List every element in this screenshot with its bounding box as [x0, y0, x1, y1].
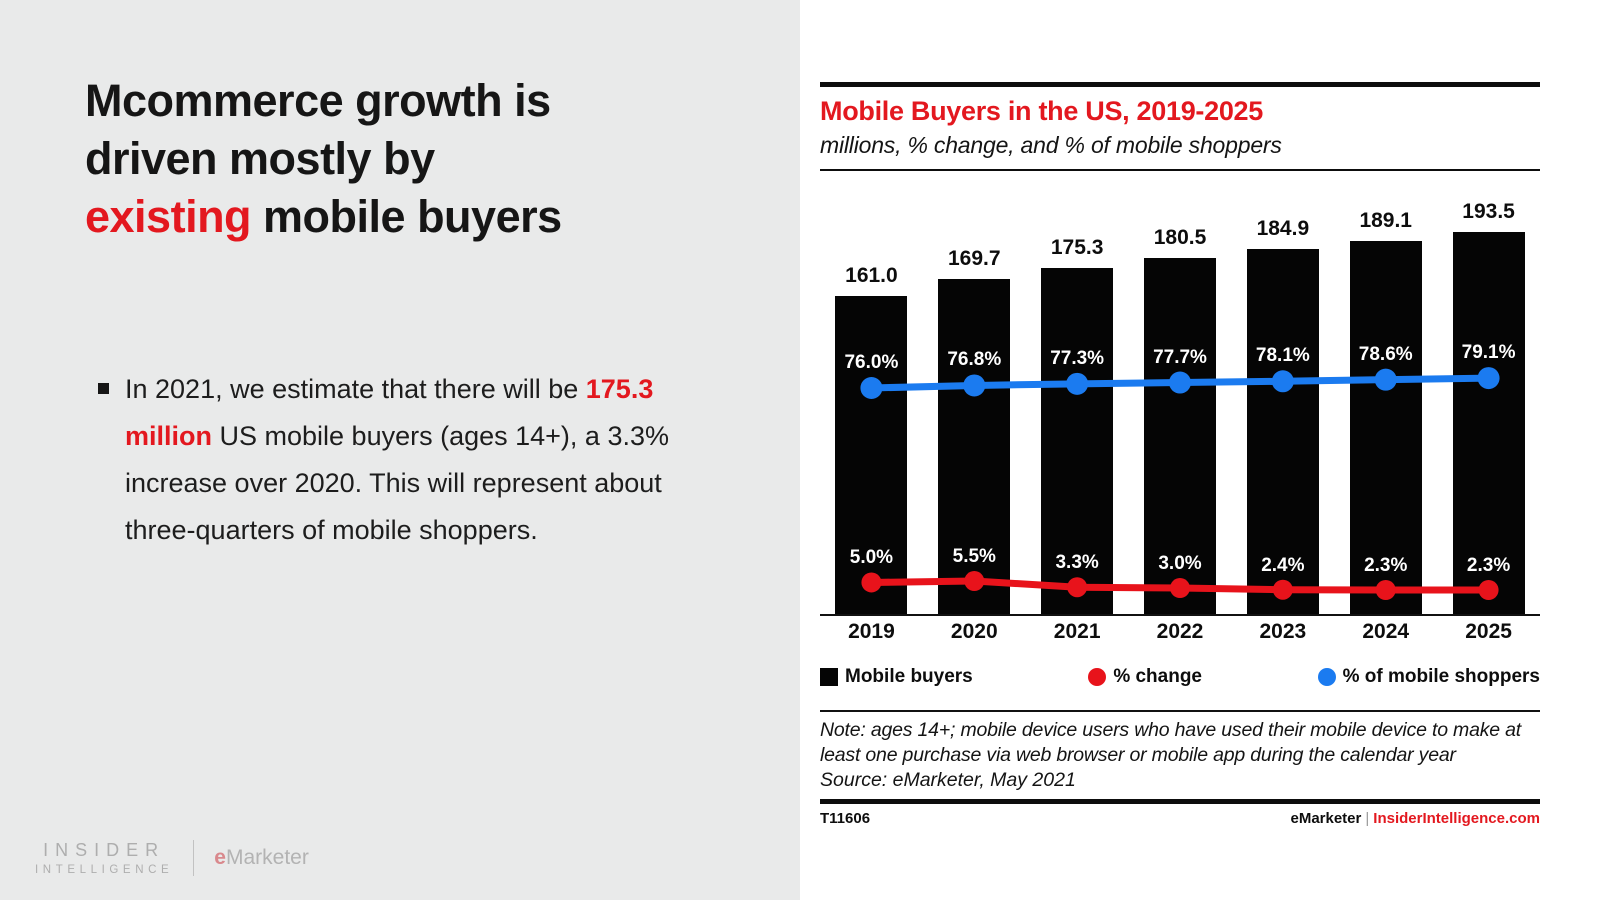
legend-item-pct-change: % change [1088, 666, 1202, 688]
logo-line-intelligence: INTELLIGENCE [35, 864, 174, 876]
left-panel: Mcommerce growth is driven mostly by exi… [0, 0, 800, 900]
title-line-1: Mcommerce growth is [85, 75, 551, 126]
bar-column: 189.1 78.6% 2.3% [1334, 179, 1437, 614]
mobile-buyers-bar [1452, 232, 1525, 614]
legend-label: % of mobile shoppers [1342, 666, 1540, 687]
pct-mobile-shoppers-label: 78.1% [1255, 345, 1310, 367]
bar-value-label: 175.3 [1050, 235, 1104, 259]
x-axis-label: 2020 [950, 620, 998, 643]
pct-change-label: 2.3% [1364, 555, 1408, 576]
mobile-buyers-bar [1349, 240, 1422, 614]
mobile-buyers-bar [835, 296, 908, 614]
pct-change-label: 3.3% [1055, 552, 1099, 574]
bar-value-label: 161.0 [845, 264, 898, 288]
legend-item-pct-mobile-shoppers: % of mobile shoppers [1317, 666, 1540, 688]
note-top-rule [820, 710, 1540, 712]
title-line-2: driven mostly by [85, 133, 435, 184]
mobile-buyers-bar [1041, 267, 1114, 614]
pct-change-label: 2.3% [1466, 555, 1511, 576]
logo-divider [193, 840, 195, 876]
bar-value-label: 184.9 [1256, 216, 1310, 240]
x-axis-label: 2024 [1362, 620, 1410, 643]
chart-card: Mobile Buyers in the US, 2019-2025 milli… [800, 0, 1600, 900]
legend-label: Mobile buyers [845, 666, 973, 687]
bullet-text: In 2021, we estimate that there will be … [125, 366, 698, 554]
footer-emarketer: eMarketer [1290, 809, 1362, 827]
chart-title: Mobile Buyers in the US, 2019-2025 [820, 96, 1263, 126]
bullet-post: US mobile buyers (ages 14+), a 3.3% incr… [125, 421, 669, 545]
pct-mobile-shoppers-label: 78.6% [1358, 343, 1413, 365]
footer-site-link[interactable]: InsiderIntelligence.com [1373, 809, 1540, 827]
pct-change-label: 2.4% [1261, 554, 1305, 576]
pct-mobile-shoppers-label: 76.8% [947, 349, 1002, 371]
pct-change-label: 5.0% [849, 547, 894, 569]
x-axis-labels: 2019 2020 2021 2022 2023 2024 2025 [820, 620, 1540, 644]
chart-subtitle-rule [820, 169, 1540, 171]
legend-blue-dot-icon [1317, 668, 1336, 686]
x-axis-label: 2025 [1465, 620, 1512, 643]
pct-mobile-shoppers-label: 76.0% [844, 352, 899, 373]
bullet-square-icon [98, 383, 109, 394]
legend-item-mobile-buyers: Mobile buyers [820, 666, 973, 688]
pct-mobile-shoppers-label: 79.1% [1461, 342, 1516, 364]
legend-red-dot-icon [1088, 668, 1107, 686]
title-highlight: existing [85, 191, 252, 242]
bar-value-label: 189.1 [1359, 208, 1412, 232]
x-axis-line [820, 614, 1540, 616]
pct-change-label: 5.5% [952, 546, 996, 568]
x-axis-label: 2023 [1259, 620, 1307, 643]
mobile-buyers-bar [938, 279, 1011, 614]
footer-rule [820, 798, 1540, 804]
bullet-highlight: 175.3 million [125, 374, 654, 451]
footer-separator: | [1365, 809, 1370, 827]
bar-column: 184.9 78.1% 2.4% [1231, 179, 1334, 614]
chart-footer: T11606 eMarketer | InsiderIntelligence.com [820, 810, 1540, 827]
pct-mobile-shoppers-label: 77.7% [1153, 346, 1207, 368]
bar-column: 193.5 79.1% 2.3% [1437, 179, 1540, 614]
chart-source: Source: eMarketer, May 2021 [820, 768, 1076, 791]
bar-column: 161.0 76.0% 5.0% [820, 179, 923, 614]
chart-top-rule [820, 82, 1540, 87]
mobile-buyers-bar [1246, 248, 1319, 614]
x-axis-label: 2022 [1156, 620, 1204, 643]
chart-id: T11606 [820, 809, 871, 827]
bar-column: 180.5 77.7% 3.0% [1129, 179, 1232, 614]
pct-mobile-shoppers-label: 77.3% [1050, 347, 1105, 369]
emarketer-e: e [214, 846, 226, 869]
pct-change-label: 3.0% [1158, 553, 1202, 575]
x-axis-label: 2021 [1053, 620, 1101, 643]
chart-note: Note: ages 14+; mobile device users who … [820, 718, 1522, 766]
footer-brands: eMarketer | InsiderIntelligence.com [1290, 810, 1540, 827]
bar-value-label: 193.5 [1462, 200, 1515, 223]
emarketer-rest: Marketer [225, 846, 309, 869]
chart-plot: 161.0 76.0% 5.0% 169.7 76.8% 5.5% 175.3 77.3% 3.… [820, 179, 1540, 614]
mobile-buyers-bar [1144, 257, 1216, 614]
bar-column: 175.3 77.3% 3.3% [1026, 179, 1129, 614]
emarketer-wordmark: eMarketer [214, 846, 309, 870]
bar-column: 169.7 76.8% 5.5% [923, 179, 1026, 614]
legend-label: % change [1113, 666, 1203, 687]
title-line-3-rest: mobile buyers [251, 191, 562, 242]
legend-square-icon [820, 668, 838, 686]
insider-intelligence-wordmark: INSIDER INTELLIGENCE [35, 840, 173, 876]
bar-value-label: 169.7 [948, 247, 1001, 270]
insider-intelligence-logo: INSIDER INTELLIGENCE eMarketer [35, 840, 309, 876]
page-title: Mcommerce growth is driven mostly by exi… [85, 72, 725, 246]
bullet-pre: In 2021, we estimate that there will be [125, 374, 586, 404]
x-axis-label: 2019 [848, 620, 895, 643]
chart-legend: Mobile buyers % change % of mobile shopp… [820, 666, 1540, 688]
chart-subtitle: millions, % change, and % of mobile shop… [820, 132, 1282, 158]
logo-line-insider: INSIDER [43, 840, 166, 860]
bar-value-label: 180.5 [1153, 225, 1207, 249]
bullet-item: In 2021, we estimate that there will be … [98, 366, 698, 554]
